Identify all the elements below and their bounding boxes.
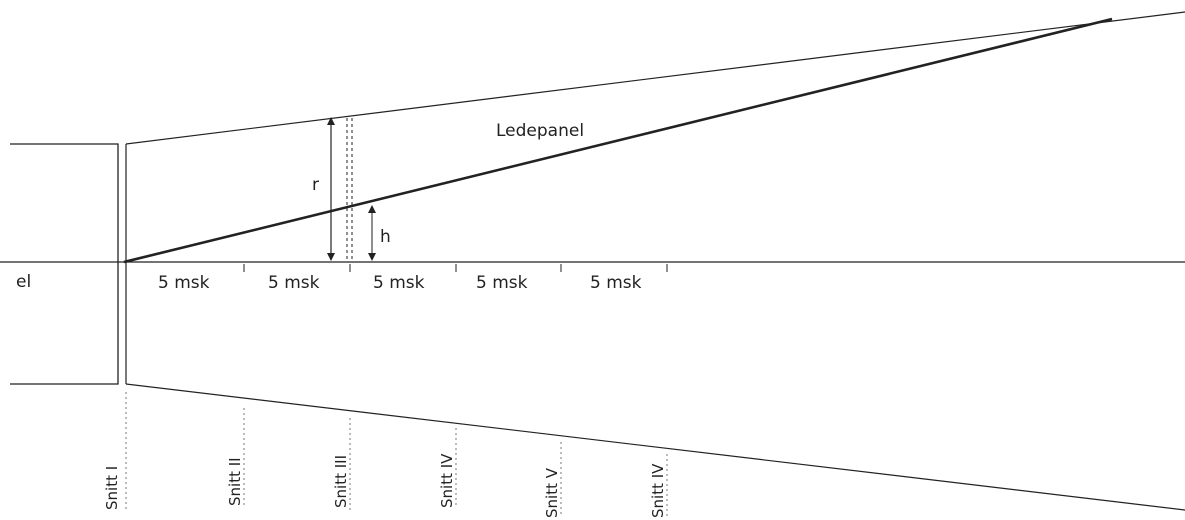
segment-label: 5 msk — [268, 273, 320, 293]
segment-labels: 5 msk 5 msk 5 msk 5 msk 5 msk — [158, 273, 642, 293]
section-label: Snitt IV — [649, 463, 667, 518]
axis-ticks — [243, 264, 668, 272]
section-lines — [125, 392, 668, 516]
left-block-label: el — [16, 272, 31, 292]
lower-wall — [125, 383, 1185, 511]
section-label: Snitt III — [332, 455, 350, 508]
h-label: h — [380, 227, 391, 247]
section-labels: Snitt I Snitt II Snitt III Snitt IV Snit… — [103, 453, 667, 518]
r-label: r — [312, 175, 319, 195]
segment-label: 5 msk — [158, 273, 210, 293]
guide-panel-line — [123, 17, 1113, 264]
upper-wall — [125, 11, 1185, 145]
segment-label: 5 msk — [476, 273, 528, 293]
section-label: Snitt II — [226, 457, 244, 506]
segment-label: 5 msk — [590, 273, 642, 293]
segment-label: 5 msk — [373, 273, 425, 293]
section-label: Snitt V — [543, 467, 561, 518]
panel-label: Ledepanel — [496, 121, 584, 141]
left-block-outline — [10, 143, 119, 385]
section-label: Snitt I — [103, 466, 121, 510]
section-label: Snitt IV — [438, 453, 456, 508]
